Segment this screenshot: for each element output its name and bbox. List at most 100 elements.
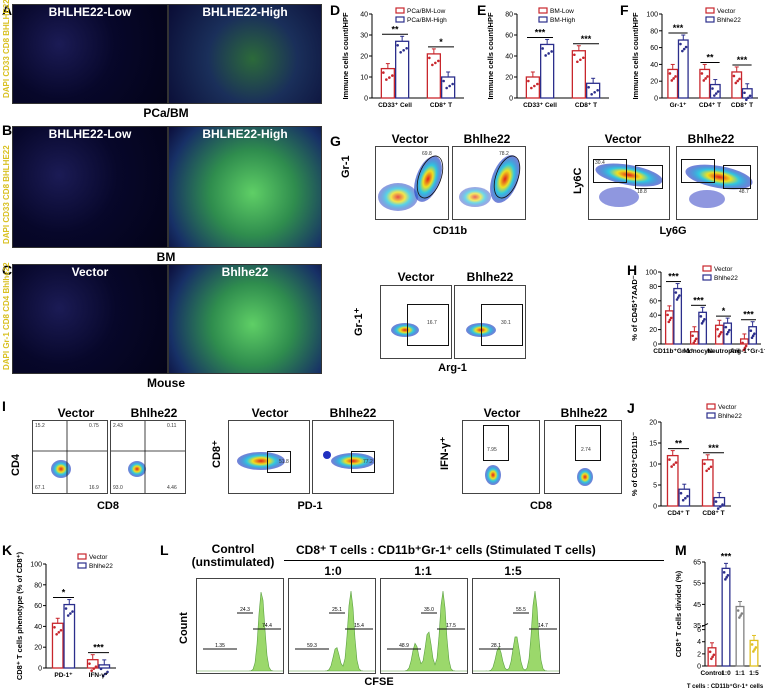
legend-label: Bhlhe22 bbox=[717, 17, 741, 24]
data-point bbox=[391, 74, 394, 77]
axis-label-y: Gr-1⁺ bbox=[353, 307, 365, 336]
data-point bbox=[573, 53, 576, 57]
y-tick-label: 0 bbox=[697, 664, 701, 671]
y-tick-label: 40 bbox=[649, 313, 657, 320]
control-title: Control (unstimulated) bbox=[191, 542, 275, 569]
legend-swatch bbox=[395, 16, 405, 23]
data-point bbox=[692, 341, 696, 345]
flow-plot-ifng-vector: 7.95 bbox=[462, 420, 540, 494]
data-point bbox=[684, 496, 687, 500]
legend-label: Vector bbox=[717, 8, 736, 15]
y-tick-label: 20 bbox=[649, 327, 657, 334]
data-point bbox=[711, 655, 714, 659]
legend-label: Vector bbox=[89, 554, 108, 561]
data-point bbox=[434, 61, 437, 65]
y-tick-label: 80 bbox=[650, 28, 658, 35]
y-tick-label: 0 bbox=[364, 96, 368, 103]
significance-label: *** bbox=[737, 55, 748, 65]
histogram-fill bbox=[289, 590, 375, 672]
data-point bbox=[703, 318, 706, 321]
ratio-title: 1:0 bbox=[324, 564, 342, 578]
x-tick-label: Gr-1⁺ bbox=[670, 102, 687, 109]
data-point bbox=[752, 650, 755, 653]
gate-pct: 55.5 bbox=[516, 607, 526, 613]
micrograph-title: BHLHE22-High bbox=[202, 127, 288, 141]
significance-label: *** bbox=[693, 295, 704, 305]
y-tick-label: 40 bbox=[650, 62, 658, 69]
data-point bbox=[385, 78, 388, 81]
data-point bbox=[738, 77, 741, 81]
gate-pct: 25.1 bbox=[332, 607, 342, 613]
panel-label-d: D bbox=[330, 2, 341, 18]
micrograph-title: BHLHE22-High bbox=[202, 5, 288, 19]
data-point bbox=[705, 469, 708, 473]
bar-chart-m: 0 2 4 635 45 55 65 CD8⁺ T cells divided (%) Cont… bbox=[675, 551, 764, 690]
legend-label: Bhlhe22 bbox=[714, 275, 738, 282]
gate-pct: 1.35 bbox=[215, 643, 225, 649]
y-tick-label: 60 bbox=[649, 298, 657, 305]
bar bbox=[689, 331, 699, 345]
data-point bbox=[668, 318, 672, 322]
data-point bbox=[738, 616, 741, 619]
x-tick-label: 1:0 bbox=[721, 670, 731, 677]
flow-plot-gr1-cd11b-bhlhe22: 78.2 bbox=[452, 146, 526, 220]
quadrant-pct: 15.2 bbox=[35, 423, 45, 429]
axis-label-x: CFSE bbox=[364, 676, 394, 688]
data-point bbox=[717, 334, 721, 338]
flow-title: Bhlhe22 bbox=[560, 406, 608, 420]
gate bbox=[723, 165, 751, 189]
micrograph-b-low: BHLHE22-Low bbox=[12, 126, 168, 248]
y-tick-label: 10 bbox=[360, 75, 368, 82]
data-point bbox=[725, 332, 729, 336]
legend-swatch bbox=[538, 16, 548, 23]
flow-title: Vector bbox=[251, 406, 289, 420]
bar bbox=[395, 40, 410, 99]
flow-plot-pd1-vector: 51.8 bbox=[228, 420, 310, 494]
data-point bbox=[382, 71, 385, 74]
data-point bbox=[536, 82, 539, 86]
bar-chart-j: 0 5 10 15 20 % of CD3⁺CD11b⁻ CD4⁺ T ** CD8⁺ T ***… bbox=[630, 403, 742, 517]
data-point bbox=[590, 93, 593, 96]
significance-label: * bbox=[439, 37, 443, 47]
data-point bbox=[736, 79, 739, 83]
gate-pct: 69.8 bbox=[422, 151, 432, 157]
quadrant-pct: 0.11 bbox=[167, 423, 177, 429]
legend-label: BM-High bbox=[550, 17, 576, 24]
data-point bbox=[544, 54, 547, 57]
legend-label: Vector bbox=[714, 266, 733, 273]
ratio-title: 1:5 bbox=[504, 564, 522, 578]
data-point bbox=[719, 330, 723, 334]
y-tick-label: 100 bbox=[646, 12, 658, 19]
legend-label: Bhlhe22 bbox=[718, 413, 742, 420]
flow-plot-gr1-cd11b-vector: 69.8 bbox=[375, 146, 449, 220]
axis-label-x: Arg-1 bbox=[438, 362, 467, 374]
flow-title: Vector bbox=[483, 406, 521, 420]
data-point bbox=[722, 571, 726, 574]
axis-label-y: Ly6C bbox=[572, 167, 584, 195]
significance-label: *** bbox=[721, 551, 732, 561]
data-point bbox=[667, 320, 671, 324]
y-tick-label: 60 bbox=[505, 33, 513, 40]
y-tick-label: 80 bbox=[649, 284, 657, 291]
x-tick-label: CD8⁺ T bbox=[430, 102, 452, 109]
panel-label-c: C bbox=[2, 262, 13, 278]
gate-pct: 15.4 bbox=[354, 623, 364, 629]
data-point bbox=[530, 86, 533, 90]
y-tick-label: 5 bbox=[653, 483, 657, 490]
bar bbox=[98, 664, 111, 669]
panel-label-m: M bbox=[675, 542, 687, 558]
flow-title: Vector bbox=[604, 132, 642, 146]
flow-plot-arg1-vector: 16.7 bbox=[380, 285, 452, 359]
significance-label: *** bbox=[708, 443, 719, 453]
data-point bbox=[750, 643, 754, 646]
cfse-histogram: 28.1 55.5 14.7 bbox=[472, 578, 560, 674]
x-tick-label: CD4⁺ T bbox=[667, 510, 689, 517]
y-tick-label: 40 bbox=[360, 12, 368, 19]
data-point bbox=[587, 86, 590, 89]
data-point bbox=[721, 503, 724, 506]
y-tick-label: 30 bbox=[360, 33, 368, 40]
cfse-histogram: 48.9 35.0 17.5 bbox=[380, 578, 468, 674]
data-point bbox=[708, 650, 712, 654]
data-point bbox=[753, 648, 756, 651]
micrograph-title: BHLHE22-Low bbox=[48, 127, 132, 141]
